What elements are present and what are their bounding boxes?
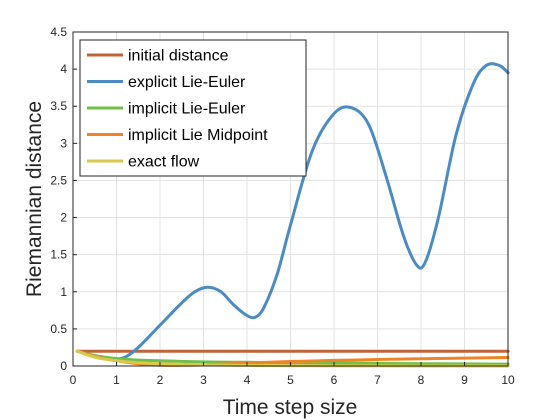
y-tick-label: 2.5 bbox=[50, 173, 67, 187]
x-tick-label: 7 bbox=[374, 373, 381, 387]
x-tick-label: 1 bbox=[113, 373, 120, 387]
x-tick-label: 4 bbox=[244, 373, 251, 387]
legend-label: initial distance bbox=[128, 48, 229, 65]
x-tick-label: 0 bbox=[70, 373, 77, 387]
y-tick-label: 0 bbox=[60, 359, 67, 373]
y-tick-label: 0.5 bbox=[50, 322, 67, 336]
x-tick-label: 2 bbox=[157, 373, 164, 387]
x-tick-label: 8 bbox=[418, 373, 425, 387]
legend-label: exact flow bbox=[128, 154, 200, 171]
legend: initial distance explicit Lie-Euler implic… bbox=[79, 39, 307, 177]
y-tick-label: 3 bbox=[60, 136, 67, 150]
y-tick-label: 2 bbox=[60, 211, 67, 225]
x-tick-label: 3 bbox=[200, 373, 207, 387]
x-tick-label: 6 bbox=[331, 373, 338, 387]
y-tick-label: 1 bbox=[60, 285, 67, 299]
y-tick-label: 1.5 bbox=[50, 248, 67, 262]
legend-label: implicit Lie Midpoint bbox=[128, 127, 268, 144]
y-axis-label: Riemannian distance bbox=[23, 101, 46, 297]
x-axis-label: Time step size bbox=[223, 396, 358, 419]
x-tick-label: 9 bbox=[461, 373, 468, 387]
y-tick-label: 3.5 bbox=[50, 99, 67, 113]
x-tick-label: 10 bbox=[501, 373, 515, 387]
y-tick-label: 4.5 bbox=[50, 25, 67, 39]
y-tick-label: 4 bbox=[60, 62, 67, 76]
legend-label: implicit Lie-Euler bbox=[128, 101, 246, 118]
x-tick-label: 5 bbox=[287, 373, 294, 387]
legend-label: explicit Lie-Euler bbox=[128, 74, 246, 91]
ticks: 0 1 2 3 4 5 6 7 8 9 10 0 0.5 1 1.5 2 2.5 3 3.5 4 4.5 bbox=[50, 25, 515, 387]
series-line-1 bbox=[75, 62, 510, 361]
